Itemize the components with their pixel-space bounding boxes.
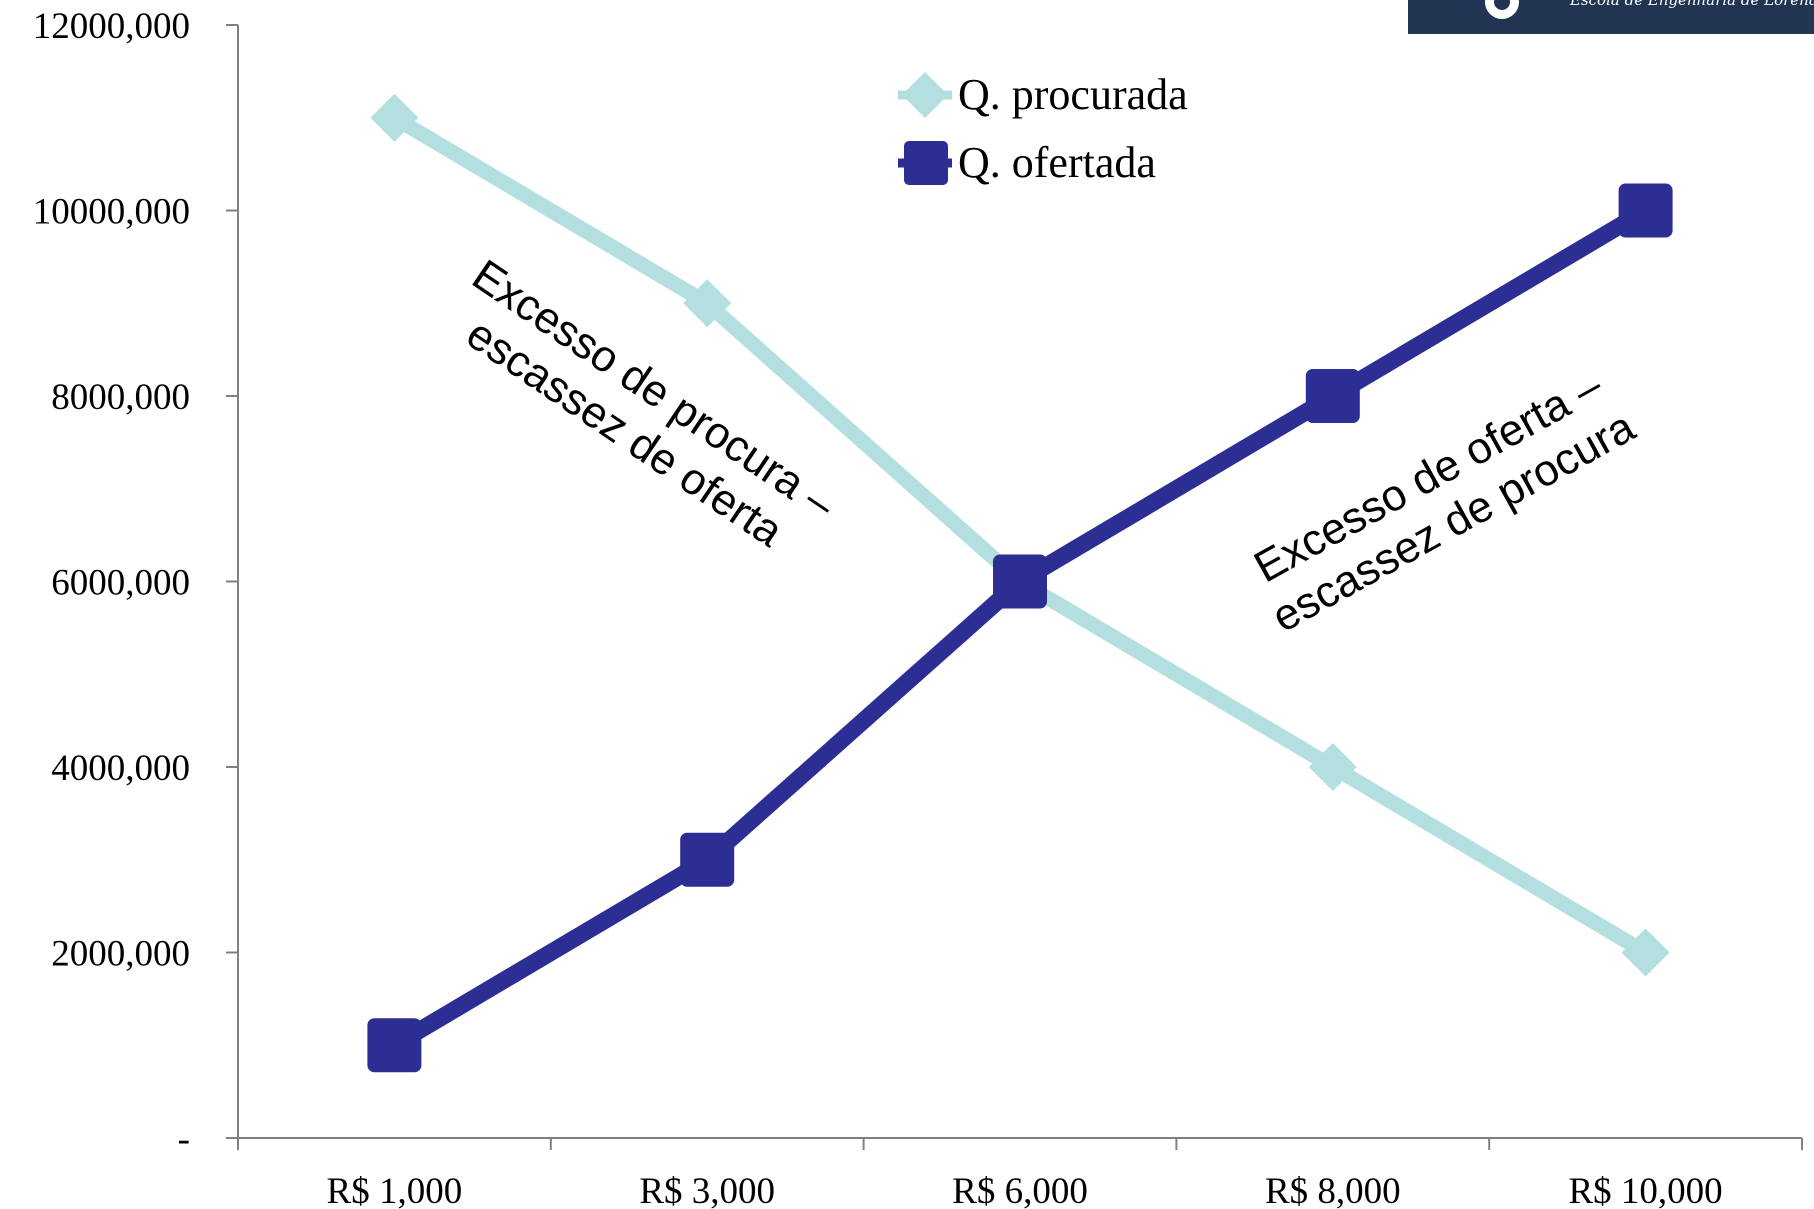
- y-tick-label: 8000,000: [51, 377, 190, 418]
- square-icon: [904, 141, 948, 185]
- legend-label: Q. procurada: [958, 70, 1188, 119]
- logo: Escola de Engenharia de Lorena: [1408, 0, 1814, 34]
- data-point-ofertada: [1618, 183, 1673, 238]
- gear-icon: [1485, 0, 1519, 19]
- data-point-ofertada: [680, 832, 735, 887]
- data-point-ofertada: [993, 554, 1047, 609]
- data-point-ofertada: [367, 1018, 422, 1073]
- x-tick-label: R$ 6,000: [952, 1171, 1088, 1209]
- data-point-ofertada: [1305, 369, 1360, 423]
- legend-item-ofertada: Q. ofertada: [898, 138, 1156, 187]
- data-point-procurada: [1308, 743, 1357, 791]
- legend: Q. procurada Q. ofertada: [898, 70, 1188, 187]
- y-tick-label: 10000,000: [33, 192, 190, 233]
- data-point-procurada: [370, 93, 419, 142]
- annotation-excess-supply: Excesso de oferta – escassez de procura: [1246, 361, 1643, 642]
- annotation-excess-demand: Excesso de procura – escassez de oferta: [458, 250, 844, 556]
- y-tick-label: -: [178, 1119, 190, 1160]
- y-tick-label: 6000,000: [51, 563, 190, 604]
- logo-caption: Escola de Engenharia de Lorena: [1569, 0, 1814, 9]
- logo-background: [1408, 0, 1814, 34]
- x-tick-label: R$ 3,000: [639, 1171, 775, 1209]
- x-tick-label: R$ 8,000: [1265, 1171, 1401, 1209]
- y-tick-label: 4000,000: [51, 748, 190, 789]
- x-tick-label: R$ 1,000: [327, 1171, 463, 1209]
- data-point-procurada: [683, 279, 732, 328]
- x-tick-label: R$ 10,000: [1569, 1171, 1723, 1209]
- data-point-procurada: [1621, 928, 1670, 977]
- y-tick-label: 2000,000: [51, 934, 190, 975]
- diamond-icon: [902, 72, 948, 118]
- legend-item-procurada: Q. procurada: [898, 70, 1188, 119]
- legend-label: Q. ofertada: [958, 138, 1156, 187]
- y-tick-label: 12000,000: [33, 6, 190, 47]
